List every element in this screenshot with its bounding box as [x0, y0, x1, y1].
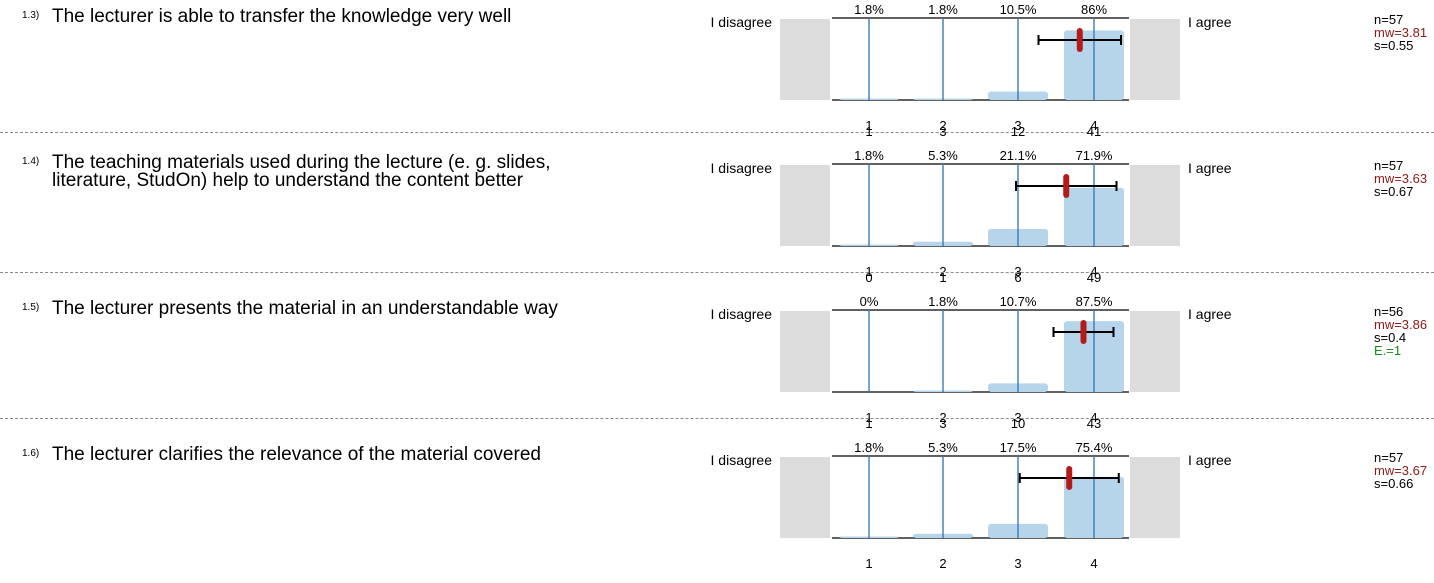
scale-right-label: I agree	[1188, 306, 1232, 322]
question-block-1-4: 1.4) The teaching materials used during …	[0, 124, 1434, 291]
left-side-box	[780, 165, 830, 246]
section-divider	[0, 132, 1434, 133]
right-side-box	[1130, 457, 1180, 538]
percent-label: 75.4%	[1076, 440, 1113, 455]
x-tick-label: 3	[1014, 118, 1021, 133]
x-tick-label: 4	[1090, 556, 1097, 571]
count-label: 3	[939, 416, 946, 431]
right-side-box	[1130, 311, 1180, 392]
scale-left-label: I disagree	[710, 452, 772, 468]
x-tick-label: 1	[865, 118, 872, 133]
count-label: 3	[939, 124, 946, 139]
count-label: 1	[865, 416, 872, 431]
percent-label: 1.8%	[854, 148, 884, 163]
count-label: 43	[1087, 416, 1101, 431]
percent-label: 1.8%	[928, 2, 958, 17]
count-label: 1	[865, 124, 872, 139]
x-tick-label: 1	[865, 556, 872, 571]
scale-left-label: I disagree	[710, 306, 772, 322]
scale-right-label: I agree	[1188, 14, 1232, 30]
question-block-1-5: 1.5) The lecturer presents the material …	[0, 270, 1434, 437]
question-text: The lecturer presents the material in an…	[52, 298, 558, 319]
stat-mean: mw=3.67	[1374, 463, 1428, 478]
stat-abstention: E.=1	[1374, 343, 1402, 358]
stats-panel: n=57 mw=3.63 s=0.67	[1374, 159, 1427, 198]
question-block-1-3: 1.3) The lecturer is able to transfer th…	[0, 0, 1434, 145]
stat-n: n=57	[1374, 450, 1404, 465]
stat-sd: s=0.67	[1374, 184, 1414, 199]
stat-n: n=56	[1374, 304, 1404, 319]
histogram-chart: 1 3 10 43 1.8% 5.3% 17.5% 75.4% 1 2 3 4	[780, 416, 1180, 571]
x-tick-label: 1	[865, 410, 872, 425]
question-text: The lecturer is able to transfer the kno…	[52, 6, 512, 27]
stat-sd: s=0.4	[1374, 330, 1407, 345]
stat-sd: s=0.66	[1374, 476, 1414, 491]
stat-mean: mw=3.86	[1374, 317, 1428, 332]
left-side-box	[780, 311, 830, 392]
histogram-chart: 1.8% 1.8% 10.5% 86% 1 2 3 4	[780, 2, 1180, 133]
percent-label: 1.8%	[854, 440, 884, 455]
count-label: 0	[865, 270, 872, 285]
scale-right-label: I agree	[1188, 160, 1232, 176]
percent-label: 5.3%	[928, 440, 958, 455]
scale-left-label: I disagree	[710, 160, 772, 176]
stats-panel: n=56 mw=3.86 s=0.4 E.=1	[1374, 305, 1427, 357]
histogram-chart: 0 1 6 49 0% 1.8% 10.7% 87.5% 1 2 3 4	[780, 270, 1180, 425]
percent-label: 10.7%	[1000, 294, 1037, 309]
count-label: 1	[939, 270, 946, 285]
stats-panel: n=57 mw=3.81 s=0.55	[1374, 13, 1427, 52]
scale-right-label: I agree	[1188, 452, 1232, 468]
x-tick-label: 2	[939, 556, 946, 571]
x-tick-label: 2	[939, 264, 946, 279]
percent-label: 87.5%	[1076, 294, 1113, 309]
scale-left-label: I disagree	[710, 14, 772, 30]
left-side-box	[780, 457, 830, 538]
stat-mean: mw=3.63	[1374, 171, 1428, 186]
count-label: 12	[1011, 124, 1025, 139]
percent-label: 21.1%	[1000, 148, 1037, 163]
x-tick-label: 4	[1090, 118, 1097, 133]
question-number: 1.4)	[22, 156, 40, 167]
stat-mean: mw=3.81	[1374, 25, 1428, 40]
right-side-box	[1130, 19, 1180, 100]
histogram-chart: 1 3 12 41 1.8% 5.3% 21.1% 71.9% 1 2 3 4	[780, 124, 1180, 279]
question-number: 1.5)	[22, 302, 40, 313]
percent-label: 86%	[1081, 2, 1107, 17]
x-tick-label: 2	[939, 118, 946, 133]
section-divider	[0, 418, 1434, 419]
question-text: The teaching materials used during the l…	[52, 152, 551, 191]
x-tick-label: 3	[1014, 264, 1021, 279]
x-tick-label: 4	[1090, 410, 1097, 425]
stats-panel: n=57 mw=3.67 s=0.66	[1374, 451, 1427, 490]
percent-label: 1.8%	[928, 294, 958, 309]
percent-label: 71.9%	[1076, 148, 1113, 163]
question-text: The lecturer clarifies the relevance of …	[52, 444, 541, 465]
x-tick-label: 3	[1014, 410, 1021, 425]
stat-n: n=57	[1374, 158, 1404, 173]
x-tick-label: 2	[939, 410, 946, 425]
stat-sd: s=0.55	[1374, 38, 1414, 53]
x-tick-label: 3	[1014, 556, 1021, 571]
percent-label: 17.5%	[1000, 440, 1037, 455]
section-divider	[0, 272, 1434, 273]
left-side-box	[780, 19, 830, 100]
question-number: 1.3)	[22, 10, 40, 21]
x-tick-label: 1	[865, 264, 872, 279]
right-side-box	[1130, 165, 1180, 246]
percent-label: 0%	[860, 294, 879, 309]
x-tick-label: 4	[1090, 264, 1097, 279]
count-label: 6	[1014, 270, 1021, 285]
percent-label: 5.3%	[928, 148, 958, 163]
count-label: 10	[1011, 416, 1025, 431]
question-number: 1.6)	[22, 448, 40, 459]
percent-label: 1.8%	[854, 2, 884, 17]
count-label: 49	[1087, 270, 1101, 285]
stat-n: n=57	[1374, 12, 1404, 27]
percent-label: 10.5%	[1000, 2, 1037, 17]
count-label: 41	[1087, 124, 1101, 139]
question-block-1-6: 1.6) The lecturer clarifies the relevanc…	[0, 416, 1434, 583]
